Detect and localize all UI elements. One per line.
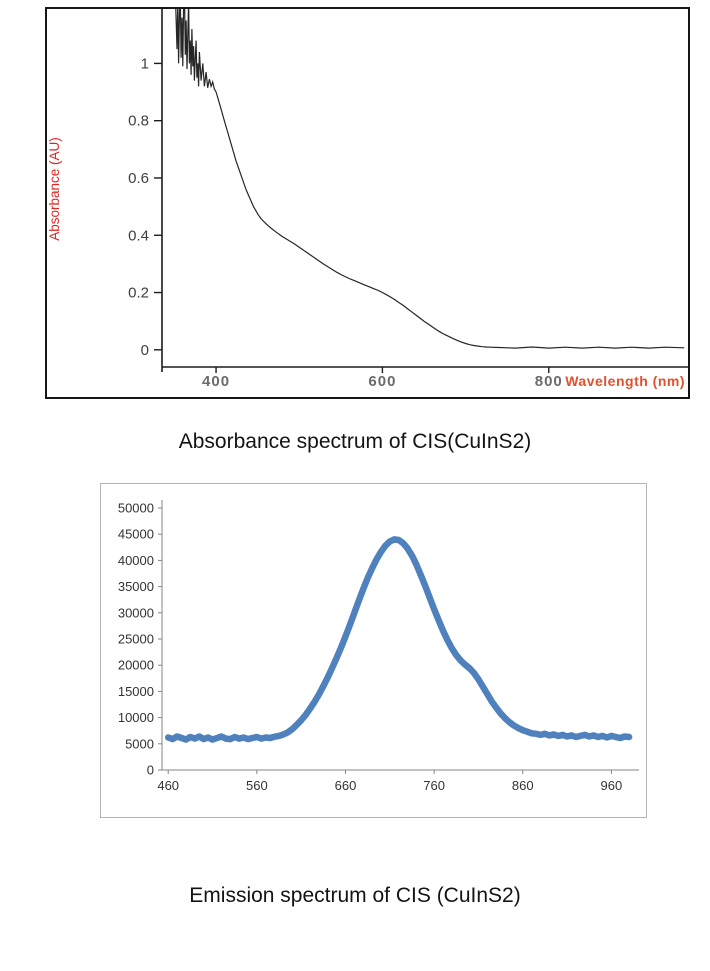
svg-text:10000: 10000 <box>118 710 154 725</box>
emission-curve <box>164 536 633 743</box>
svg-text:50000: 50000 <box>118 501 154 516</box>
svg-text:0.8: 0.8 <box>128 113 149 130</box>
svg-text:0: 0 <box>141 342 149 359</box>
svg-text:30000: 30000 <box>118 605 154 620</box>
svg-text:800: 800 <box>535 373 563 390</box>
svg-text:400: 400 <box>202 373 230 390</box>
svg-text:600: 600 <box>368 373 396 390</box>
y-axis-label: Absorbance (AU) <box>47 137 62 241</box>
svg-text:1: 1 <box>141 55 149 72</box>
svg-text:0.6: 0.6 <box>128 170 149 187</box>
absorbance-chart-frame: 0 0.2 0.4 0.6 0.8 1 400 600 800 Wavelength (nm) Ab… <box>45 7 690 399</box>
svg-text:35000: 35000 <box>118 579 154 594</box>
svg-text:0.4: 0.4 <box>128 227 149 244</box>
x-axis-label: Wavelength (nm) <box>565 373 685 389</box>
svg-text:860: 860 <box>512 778 534 793</box>
y-tick-labels: 0 5000 10000 15000 20000 25000 30000 35000 40000… <box>118 501 162 778</box>
svg-text:560: 560 <box>246 778 268 793</box>
svg-text:0.2: 0.2 <box>128 285 149 302</box>
svg-text:20000: 20000 <box>118 658 154 673</box>
svg-text:960: 960 <box>601 778 623 793</box>
emission-chart: 0 5000 10000 15000 20000 25000 30000 35000 40000… <box>118 500 639 793</box>
svg-text:15000: 15000 <box>118 684 154 699</box>
x-tick-labels: 460 560 660 760 860 960 <box>157 770 622 793</box>
absorbance-curve <box>175 9 685 349</box>
absorbance-caption: Absorbance spectrum of CIS(CuInS2) <box>178 430 532 453</box>
y-tick-labels: 0 0.2 0.4 0.6 0.8 1 <box>128 55 162 359</box>
absorbance-chart: 0 0.2 0.4 0.6 0.8 1 400 600 800 Wavelength (nm) Ab… <box>47 9 688 390</box>
svg-text:660: 660 <box>335 778 357 793</box>
svg-text:760: 760 <box>423 778 445 793</box>
svg-text:40000: 40000 <box>118 553 154 568</box>
svg-text:5000: 5000 <box>125 736 154 751</box>
svg-text:460: 460 <box>157 778 179 793</box>
svg-text:0: 0 <box>147 763 154 778</box>
svg-text:45000: 45000 <box>118 527 154 542</box>
x-tick-labels: 400 600 800 <box>202 367 563 390</box>
emission-chart-frame: 0 5000 10000 15000 20000 25000 30000 35000 40000… <box>100 483 647 818</box>
emission-caption: Emission spectrum of CIS (CuInS2) <box>189 884 521 907</box>
svg-text:25000: 25000 <box>118 632 154 647</box>
